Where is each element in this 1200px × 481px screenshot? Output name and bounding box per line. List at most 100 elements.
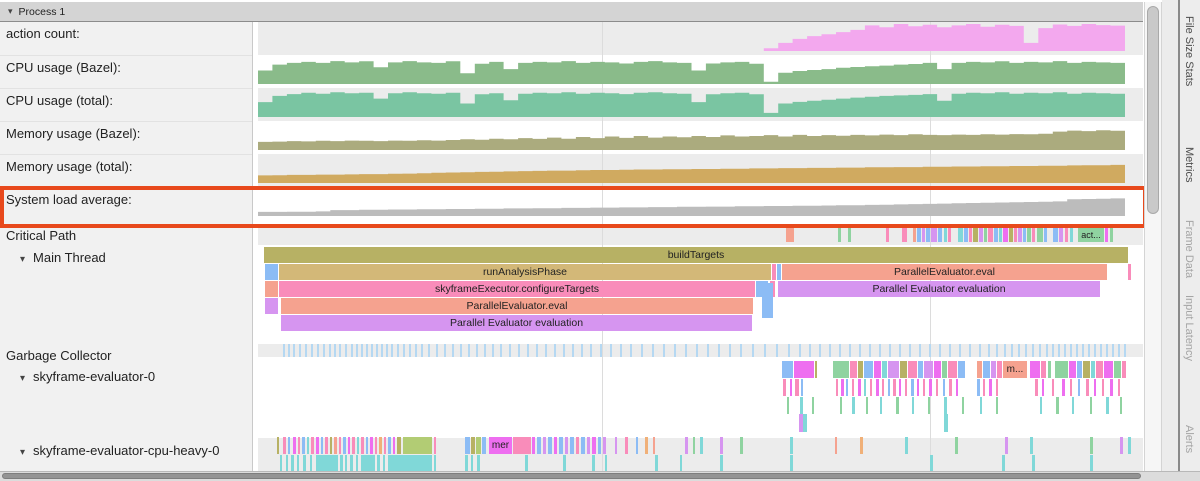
cpu-heavy-span[interactable]	[543, 437, 546, 454]
evaluator0-span[interactable]	[1030, 361, 1040, 378]
gc-tick[interactable]	[403, 344, 405, 357]
cpu-heavy-span[interactable]	[860, 437, 863, 454]
cpu-heavy-span[interactable]	[316, 455, 338, 471]
gc-tick[interactable]	[909, 344, 911, 357]
main-thread-span[interactable]: Parallel Evaluator evaluation	[281, 315, 752, 331]
gc-tick[interactable]	[959, 344, 961, 357]
evaluator0-span[interactable]	[841, 379, 844, 396]
evaluator0-span[interactable]	[934, 361, 941, 378]
cpu-heavy-span[interactable]	[603, 437, 606, 454]
gc-tick[interactable]	[1058, 344, 1060, 357]
gc-tick[interactable]	[329, 344, 331, 357]
cpu-heavy-span[interactable]	[288, 437, 290, 454]
gc-tick[interactable]	[788, 344, 790, 357]
cpu-heavy-span[interactable]	[297, 455, 299, 471]
gc-tick[interactable]	[415, 344, 417, 357]
cpu-heavy-span[interactable]	[307, 437, 309, 454]
evaluator0-span[interactable]	[900, 361, 907, 378]
gc-tick[interactable]	[492, 344, 494, 357]
cpu-heavy-span[interactable]	[316, 437, 319, 454]
evaluator0-span[interactable]	[1114, 361, 1121, 378]
evaluator0-span[interactable]	[944, 414, 948, 432]
critical-path-segment[interactable]	[1059, 228, 1063, 242]
evaluator0-span[interactable]	[905, 379, 907, 396]
cpu-heavy-span[interactable]	[334, 437, 337, 454]
cpu-heavy-span[interactable]	[348, 437, 350, 454]
cpu-heavy-span[interactable]	[277, 437, 279, 454]
evaluator0-span[interactable]	[1086, 379, 1089, 396]
gc-tick[interactable]	[685, 344, 687, 357]
cpu-heavy-span[interactable]	[592, 437, 596, 454]
column-divider[interactable]	[252, 22, 253, 472]
main-thread-span[interactable]	[265, 298, 278, 314]
gc-tick[interactable]	[819, 344, 821, 357]
main-thread-span[interactable]	[1128, 264, 1131, 280]
cpu-heavy-span[interactable]	[835, 437, 837, 454]
cpu-heavy-span[interactable]	[645, 437, 648, 454]
tab-file-size-stats[interactable]: File Size Stats	[1183, 16, 1195, 87]
gc-tick[interactable]	[391, 344, 393, 357]
cpu-heavy-span[interactable]	[280, 455, 282, 471]
main-thread-span[interactable]: skyframeExecutor.configureTargets	[279, 281, 755, 297]
evaluator0-span[interactable]	[790, 379, 792, 396]
cpu-heavy-span[interactable]	[379, 437, 382, 454]
cpu-heavy-span[interactable]	[1002, 455, 1005, 471]
main-thread-span[interactable]: ParallelEvaluator.eval	[782, 264, 1107, 280]
gc-tick[interactable]	[899, 344, 901, 357]
expand-arrow-icon[interactable]: ▾	[20, 447, 26, 458]
gc-tick[interactable]	[371, 344, 373, 357]
evaluator0-span[interactable]	[896, 397, 899, 414]
evaluator0-span[interactable]	[1056, 397, 1059, 414]
gc-tick[interactable]	[996, 344, 998, 357]
gc-tick[interactable]	[1039, 344, 1041, 357]
gc-tick[interactable]	[1032, 344, 1034, 357]
critical-path-segment[interactable]	[994, 228, 998, 242]
memory-usage-bazel-chart[interactable]	[258, 123, 1125, 150]
evaluator0-span[interactable]	[799, 414, 803, 432]
critical-path-segment[interactable]	[973, 228, 978, 242]
cpu-heavy-span[interactable]	[1005, 437, 1008, 454]
gc-tick[interactable]	[799, 344, 801, 357]
gc-tick[interactable]	[764, 344, 766, 357]
gc-tick[interactable]	[288, 344, 290, 357]
evaluator0-span[interactable]	[1048, 361, 1051, 378]
process-header[interactable]: ▾ Process 1	[0, 2, 1143, 22]
evaluator0-span[interactable]	[1104, 361, 1113, 378]
cpu-heavy-span[interactable]	[310, 455, 312, 471]
gc-tick[interactable]	[1052, 344, 1054, 357]
gc-tick[interactable]	[1070, 344, 1072, 357]
gc-tick[interactable]	[929, 344, 931, 357]
evaluator0-span[interactable]	[876, 379, 879, 396]
gc-tick[interactable]	[366, 344, 368, 357]
cpu-heavy-span[interactable]	[720, 437, 723, 454]
evaluator0-span[interactable]	[783, 379, 786, 396]
gc-tick[interactable]	[879, 344, 881, 357]
cpu-heavy-span[interactable]	[605, 455, 607, 471]
evaluator0-span[interactable]	[852, 379, 854, 396]
evaluator0-span[interactable]	[1094, 379, 1096, 396]
gc-tick[interactable]	[729, 344, 731, 357]
gc-tick[interactable]	[641, 344, 643, 357]
gc-tick[interactable]	[317, 344, 319, 357]
cpu-heavy-span[interactable]	[434, 455, 436, 471]
cpu-heavy-span[interactable]	[700, 437, 703, 454]
gc-tick[interactable]	[740, 344, 742, 357]
critical-path-segment[interactable]	[917, 228, 921, 242]
main-thread-span[interactable]: Parallel Evaluator evaluation	[778, 281, 1100, 297]
cpu-heavy-span[interactable]	[790, 455, 793, 471]
cpu-heavy-span[interactable]	[685, 437, 688, 454]
critical-path-segment[interactable]	[1027, 228, 1031, 242]
critical-path-segment[interactable]	[1053, 228, 1058, 242]
gc-tick[interactable]	[444, 344, 446, 357]
evaluator0-span[interactable]	[803, 414, 807, 432]
evaluator0-span[interactable]	[1069, 361, 1076, 378]
gc-tick[interactable]	[674, 344, 676, 357]
gc-tick[interactable]	[1046, 344, 1048, 357]
gc-tick[interactable]	[1106, 344, 1108, 357]
evaluator0-span[interactable]	[908, 361, 917, 378]
gc-tick[interactable]	[829, 344, 831, 357]
cpu-heavy-span[interactable]	[361, 455, 375, 471]
critical-path-segment[interactable]	[979, 228, 983, 242]
critical-path-segment[interactable]	[1032, 228, 1035, 242]
gc-tick[interactable]	[452, 344, 454, 357]
